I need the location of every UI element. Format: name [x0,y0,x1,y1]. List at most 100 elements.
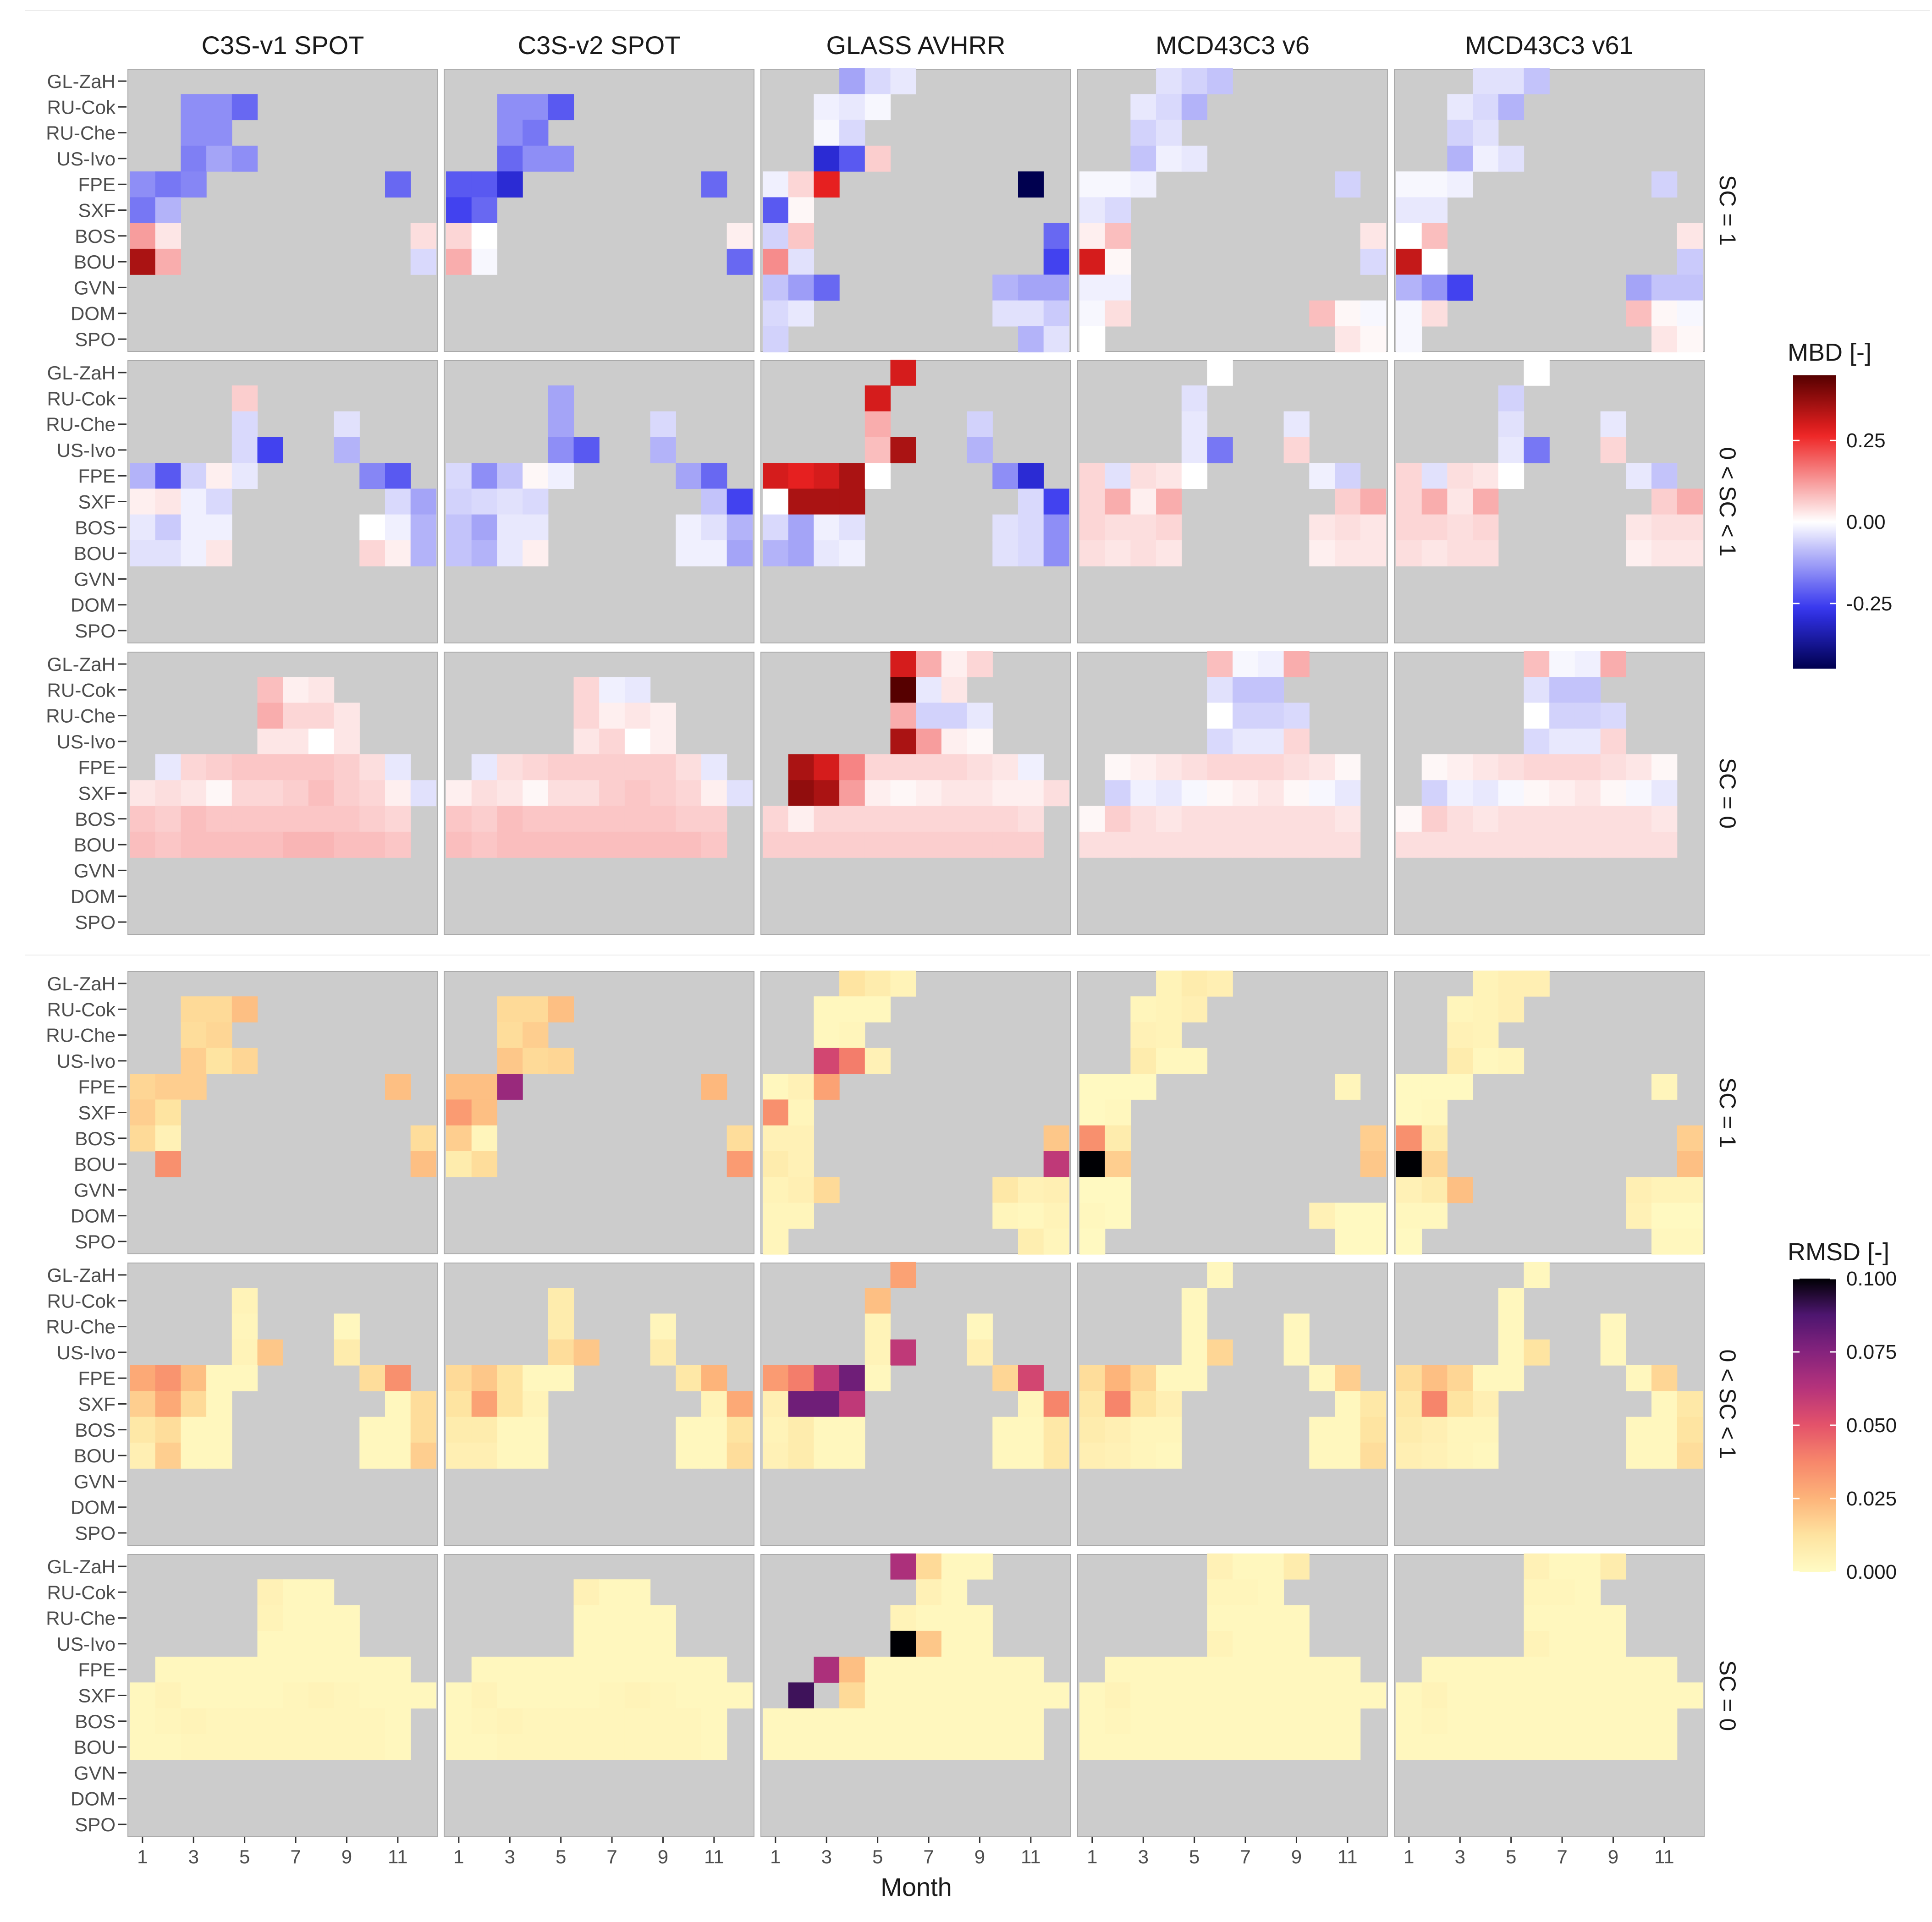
heatmap-cell [701,1657,727,1683]
heatmap-cell [599,1734,625,1760]
heatmap-cell [1360,326,1386,352]
heatmap-cell [359,1417,385,1443]
heatmap-cell [257,806,283,832]
heatmap-cell [814,996,840,1023]
heatmap-panel [444,1554,754,1837]
heatmap-cell [385,780,411,807]
month-tick-label: 1 [453,1846,464,1867]
heatmap-cell [941,1682,968,1709]
heatmap-cell [599,1579,625,1606]
heatmap-cell [763,1151,789,1177]
heatmap-cell [1651,540,1678,566]
heatmap-cell [1105,197,1131,224]
heatmap-cell [1651,831,1678,858]
station-label: DOM [71,886,116,907]
heatmap-cell [1473,1022,1499,1049]
heatmap-cell [1473,145,1499,172]
heatmap-cell [864,411,891,438]
station-label: SXF [78,1685,116,1707]
heatmap-cell [624,806,651,832]
heatmap-cell [1207,1708,1233,1735]
heatmap-cell [1283,1631,1310,1657]
heatmap-cell [1258,831,1284,858]
heatmap-cell [1258,780,1284,807]
heatmap-cell [446,780,472,807]
heatmap-cell [155,1074,181,1100]
heatmap-cell [1360,300,1386,327]
legend-tick-label: 0.075 [1846,1341,1897,1363]
station-label: BOU [74,1153,116,1175]
legend-tick-label: 0.100 [1846,1268,1897,1290]
heatmap-cell [206,1417,232,1443]
heatmap-cell [1079,1708,1106,1735]
heatmap-cell [1498,94,1525,121]
heatmap-cell [1360,540,1386,566]
heatmap-cell [599,754,625,780]
heatmap-cell [1079,197,1106,224]
heatmap-cell [1207,703,1233,729]
heatmap-cell [814,489,840,515]
heatmap-cell [864,1313,891,1340]
heatmap-cell [359,780,385,807]
column-titles: C3S-v1 SPOT C3S-v2 SPOT GLASS AVHRR MCD43C3… [202,31,1634,60]
month-tick-label: 1 [1404,1846,1414,1867]
heatmap-cell [1651,171,1678,198]
heatmap-cell [1181,463,1208,489]
heatmap-panel [127,652,438,935]
heatmap-cell [130,540,156,566]
heatmap-cell [359,514,385,541]
heatmap-cell [155,540,181,566]
heatmap-cell [839,489,865,515]
heatmap-cell [1498,463,1525,489]
heatmap-cell [231,463,258,489]
heatmap-cell [1360,1203,1386,1229]
heatmap-cell [1524,1734,1550,1760]
heatmap-cell [155,171,181,198]
heatmap-cell [1130,463,1156,489]
heatmap-cell [523,1734,549,1760]
legend-rmsd: RMSD [-]0.100 0.075 0.050 0.025 0.000 [1788,1238,1897,1583]
heatmap-cell [130,1125,156,1152]
heatmap-cell [1181,1708,1208,1735]
heatmap-cell [992,780,1018,807]
heatmap-cell [1677,1391,1703,1417]
heatmap-cell [1105,1657,1131,1683]
heatmap-cell [1421,1442,1448,1469]
heatmap-cell [1079,1151,1106,1177]
heatmap-cell [916,1579,942,1606]
heatmap-cell [1651,1074,1678,1100]
heatmap-cell [1600,437,1626,463]
heatmap-cell [573,1631,600,1657]
heatmap-cell [1421,831,1448,858]
heatmap-cell [763,1125,789,1152]
heatmap-cell [181,540,207,566]
heatmap-panel [1077,970,1388,1255]
heatmap-cell [763,197,789,224]
heatmap-cell [599,1682,625,1709]
heatmap-cell [788,1442,814,1469]
heatmap-cell [1360,1682,1386,1709]
heatmap-cell [471,831,497,858]
heatmap-cell [1574,1579,1601,1606]
heatmap-cell [624,831,651,858]
heatmap-cell [1473,94,1499,121]
heatmap-cell [1105,171,1131,198]
heatmap-cell [890,68,916,94]
heatmap-cell [1396,806,1422,832]
heatmap-cell [155,1365,181,1391]
heatmap-cell [334,703,360,729]
heatmap-cell [523,1365,549,1391]
heatmap-cell [1447,831,1473,858]
heatmap-cell [1105,1391,1131,1417]
heatmap-cell [1079,1391,1106,1417]
heatmap-cell [283,1579,309,1606]
heatmap-cell [1600,806,1626,832]
heatmap-cell [864,806,891,832]
heatmap-cell [814,1708,840,1735]
heatmap-cell [839,463,865,489]
heatmap-cell [1335,831,1361,858]
heatmap-cell [701,1391,727,1417]
heatmap-cell [814,1365,840,1391]
heatmap-cell [941,651,968,677]
